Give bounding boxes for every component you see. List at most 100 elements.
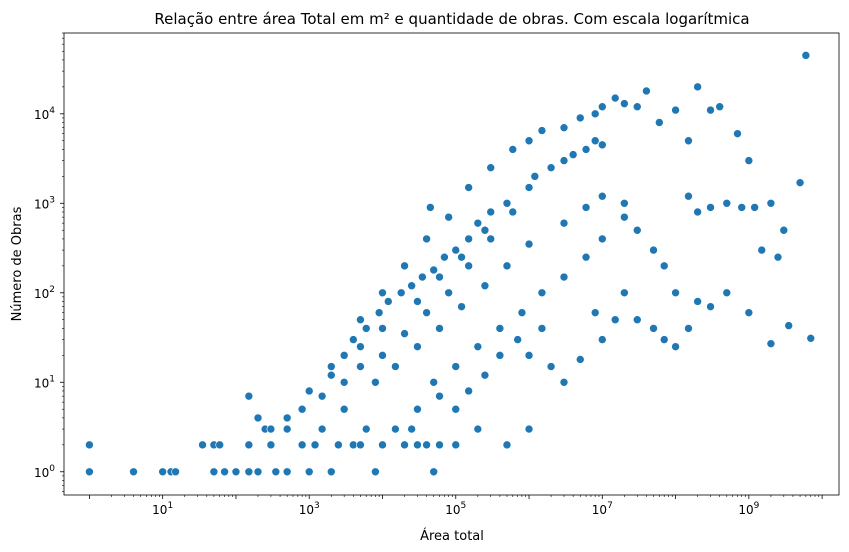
data-point (806, 334, 816, 343)
data-point (671, 105, 680, 115)
data-point (85, 440, 94, 450)
data-point (486, 234, 496, 244)
data-point (378, 288, 387, 298)
data-point (581, 145, 591, 154)
data-point (349, 335, 358, 344)
data-point (632, 315, 642, 325)
data-point (750, 203, 759, 212)
data-point (435, 272, 444, 282)
data-point (706, 203, 715, 212)
data-point (464, 386, 473, 396)
data-point (684, 136, 693, 146)
x-tick-label: 103 (299, 501, 320, 517)
data-point (684, 324, 693, 333)
data-point (400, 440, 409, 450)
data-point (282, 467, 292, 477)
data-point (473, 342, 483, 351)
data-point (464, 183, 473, 192)
data-point (575, 113, 585, 123)
data-point (374, 308, 384, 317)
data-point (378, 324, 387, 333)
data-point (444, 212, 453, 222)
data-point (317, 424, 327, 434)
data-point (413, 404, 422, 414)
data-point (244, 391, 254, 401)
data-point (429, 467, 439, 477)
data-point (757, 245, 767, 255)
data-point (400, 329, 409, 338)
data-point (559, 123, 569, 132)
data-point (413, 342, 422, 351)
data-point (383, 297, 393, 306)
data-point (773, 252, 783, 262)
data-point (413, 440, 422, 450)
data-point (356, 315, 365, 325)
data-point (391, 424, 400, 434)
y-tick-label: 104 (34, 106, 55, 122)
data-point (508, 145, 518, 154)
data-point (559, 156, 569, 165)
data-point (426, 203, 435, 212)
data-point (502, 199, 512, 208)
data-point (435, 391, 444, 401)
data-point (706, 302, 715, 311)
data-point (304, 467, 314, 477)
data-point (198, 440, 207, 450)
data-point (444, 288, 453, 298)
data-point (508, 207, 518, 217)
x-tick-label: 105 (445, 501, 466, 517)
data-point (356, 362, 365, 371)
data-point (671, 342, 680, 351)
data-point (620, 212, 629, 222)
data-point (620, 199, 629, 208)
data-point (451, 404, 461, 414)
data-point (581, 252, 591, 262)
data-point (530, 172, 540, 181)
data-point (451, 245, 461, 255)
data-point (396, 288, 406, 298)
data-point (473, 424, 483, 434)
data-point (642, 86, 651, 96)
data-point (655, 118, 664, 127)
data-point (590, 308, 600, 317)
x-tick-label: 109 (738, 501, 759, 517)
data-point (339, 351, 349, 360)
data-point (744, 156, 754, 165)
data-point (451, 440, 461, 450)
data-point (632, 225, 642, 235)
data-point (575, 355, 585, 364)
data-point (422, 440, 431, 450)
data-point (495, 351, 505, 360)
data-point (457, 252, 466, 262)
data-point (766, 339, 776, 348)
data-point (733, 129, 742, 138)
data-point (649, 324, 658, 333)
data-point (779, 225, 789, 235)
data-point (435, 324, 444, 333)
data-point (129, 467, 138, 477)
data-point (473, 218, 483, 228)
data-point (706, 105, 715, 115)
data-point (371, 467, 380, 477)
data-point (422, 234, 431, 244)
data-point (649, 245, 658, 255)
data-point (524, 136, 534, 146)
data-point (495, 324, 505, 333)
data-point (744, 308, 754, 317)
data-point (407, 424, 416, 434)
data-point (590, 136, 600, 146)
data-point (326, 362, 336, 371)
data-point (326, 370, 336, 380)
data-point (784, 321, 794, 330)
data-point (693, 297, 702, 306)
data-point (513, 335, 522, 344)
data-point (597, 140, 607, 150)
data-point (537, 324, 547, 333)
data-point (361, 324, 371, 333)
data-point (297, 440, 307, 450)
data-point (349, 440, 358, 450)
data-point (568, 150, 578, 159)
data-point (801, 51, 811, 60)
data-point (486, 207, 496, 217)
